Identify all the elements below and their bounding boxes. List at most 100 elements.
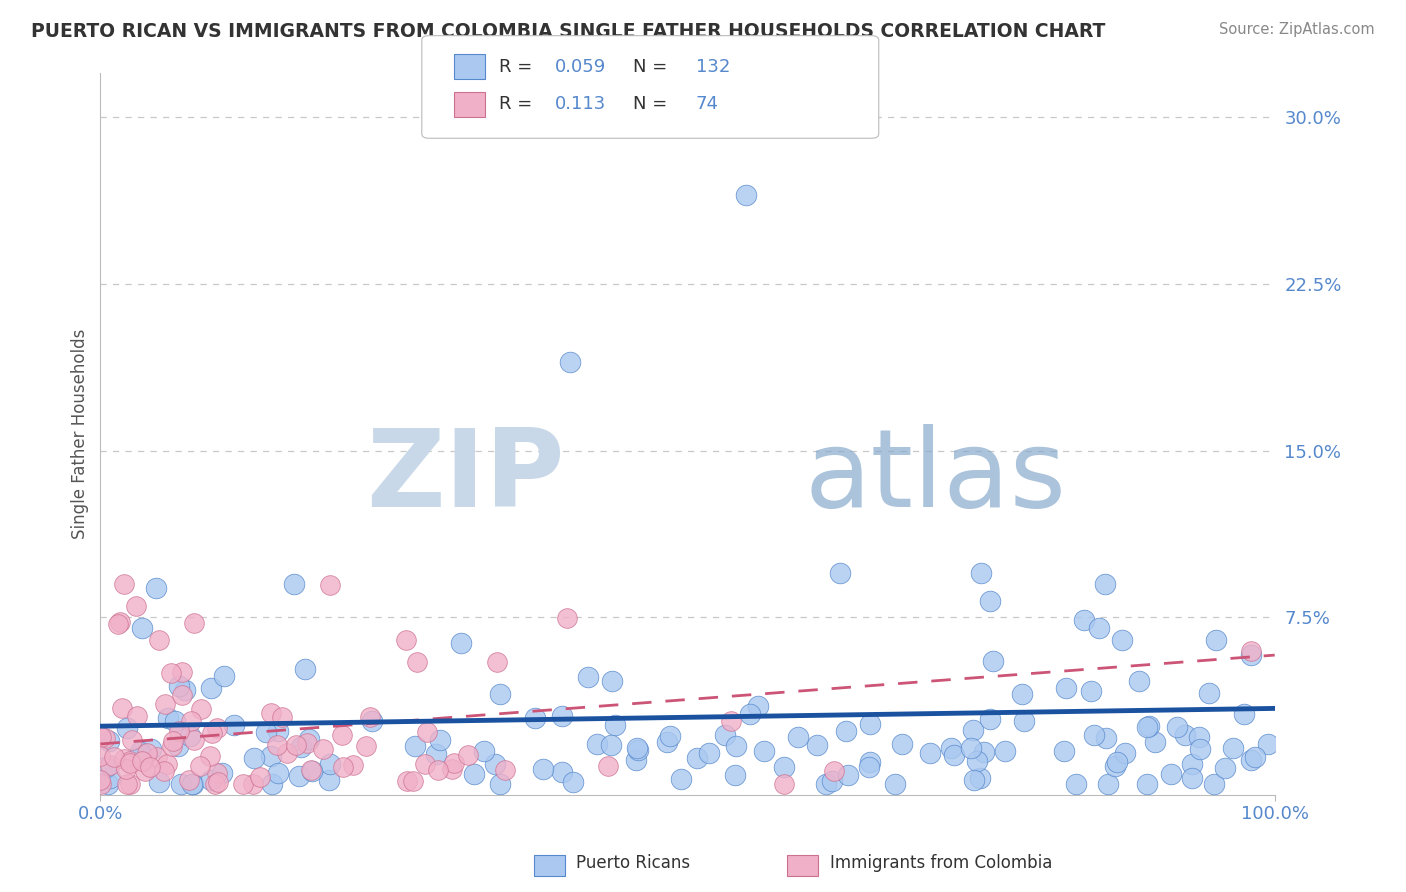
Point [747, 699, 769, 714]
Point [205, 766, 228, 780]
Point [405, 739, 427, 753]
Point [180, 714, 202, 728]
Point [271, 710, 294, 724]
Y-axis label: Single Father Households: Single Father Households [72, 329, 89, 539]
Point [266, 738, 288, 752]
Text: Immigrants from Colombia: Immigrants from Colombia [830, 855, 1052, 872]
Point [167, 724, 190, 739]
Point [973, 745, 995, 759]
Point [457, 747, 479, 762]
Point [484, 756, 506, 771]
Point [396, 774, 419, 789]
Point [260, 706, 283, 721]
Point [276, 746, 298, 760]
Point [485, 655, 508, 669]
Point [1136, 777, 1159, 791]
Point [207, 722, 229, 736]
Point [983, 654, 1005, 668]
Point [735, 188, 758, 202]
Point [201, 726, 224, 740]
Point [165, 714, 187, 728]
Point [108, 615, 131, 630]
Point [242, 777, 264, 791]
Point [1188, 742, 1211, 756]
Point [232, 777, 254, 791]
Point [1233, 706, 1256, 721]
Point [1083, 728, 1105, 742]
Text: ZIP: ZIP [366, 425, 564, 531]
Point [600, 738, 623, 752]
Point [1114, 746, 1136, 760]
Point [463, 767, 485, 781]
Point [979, 594, 1001, 608]
Point [859, 756, 882, 770]
Point [815, 777, 838, 791]
Point [979, 712, 1001, 726]
Point [1137, 719, 1160, 733]
Text: 0.059: 0.059 [555, 58, 606, 76]
Point [1244, 750, 1267, 764]
Point [267, 724, 290, 739]
Point [172, 688, 194, 702]
Point [97, 734, 120, 748]
Point [89, 772, 111, 787]
Point [131, 754, 153, 768]
Point [115, 762, 138, 776]
Point [179, 729, 201, 743]
Point [124, 599, 146, 614]
Point [489, 687, 512, 701]
Point [131, 747, 153, 762]
Point [772, 777, 794, 791]
Point [285, 739, 308, 753]
Point [198, 749, 221, 764]
Point [1136, 720, 1159, 734]
Point [148, 774, 170, 789]
Point [135, 746, 157, 760]
Point [723, 767, 745, 781]
Point [1166, 720, 1188, 734]
Point [714, 727, 737, 741]
Point [354, 739, 377, 754]
Point [157, 710, 180, 724]
Point [890, 737, 912, 751]
Point [562, 775, 585, 789]
Point [139, 742, 162, 756]
Point [121, 733, 143, 747]
Point [94, 760, 117, 774]
Point [111, 700, 134, 714]
Point [200, 681, 222, 696]
Point [558, 355, 581, 369]
Text: 132: 132 [696, 58, 730, 76]
Point [626, 743, 648, 757]
Point [918, 746, 941, 760]
Point [1143, 735, 1166, 749]
Point [1111, 632, 1133, 647]
Point [752, 744, 775, 758]
Point [1188, 730, 1211, 744]
Point [669, 772, 692, 786]
Point [118, 754, 141, 768]
Point [297, 731, 319, 746]
Point [204, 777, 226, 791]
Point [738, 706, 761, 721]
Point [260, 777, 283, 791]
Point [720, 714, 742, 728]
Point [837, 768, 859, 782]
Point [655, 735, 678, 749]
Point [290, 739, 312, 754]
Point [249, 770, 271, 784]
Point [131, 621, 153, 635]
Point [190, 702, 212, 716]
Point [443, 756, 465, 771]
Point [966, 754, 988, 768]
Point [181, 777, 204, 791]
Point [962, 723, 984, 737]
Point [1240, 753, 1263, 767]
Point [406, 655, 429, 669]
Point [1087, 622, 1109, 636]
Point [659, 729, 682, 743]
Point [605, 718, 627, 732]
Text: Source: ZipAtlas.com: Source: ZipAtlas.com [1219, 22, 1375, 37]
Point [159, 665, 181, 680]
Point [129, 745, 152, 759]
